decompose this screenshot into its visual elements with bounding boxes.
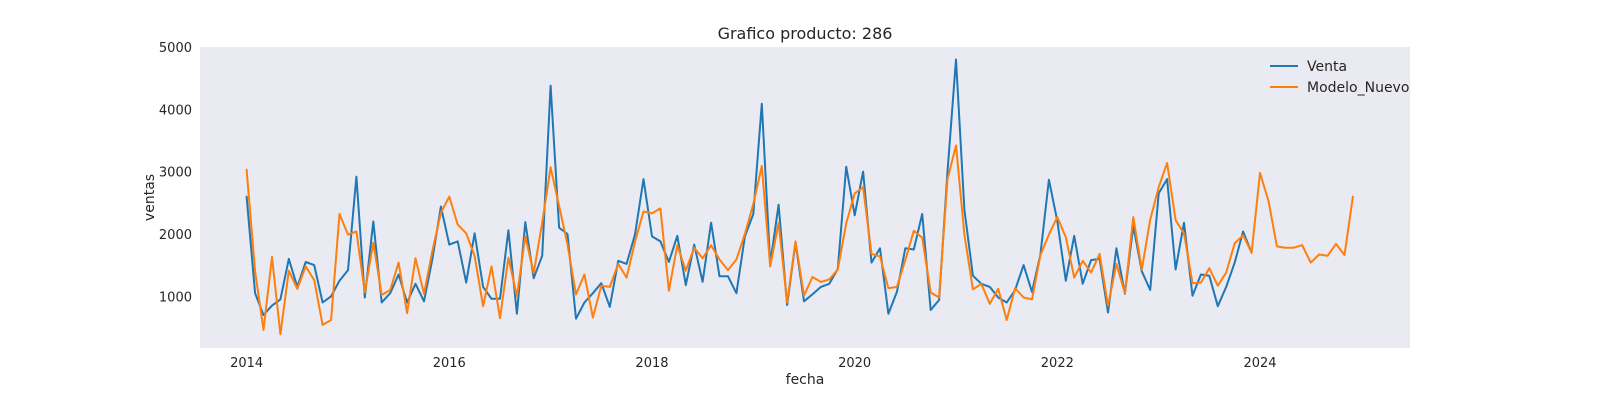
y-tick-label: 1000 — [159, 290, 192, 305]
series-layer — [245, 58, 1354, 336]
x-tick-label: 2016 — [433, 356, 466, 371]
series-line-venta — [245, 58, 1253, 320]
y-tick-label: 4000 — [159, 103, 192, 118]
y-tick-label: 2000 — [159, 228, 192, 243]
legend: Venta Modelo_Nuevo — [1270, 59, 1409, 96]
legend-label: Venta — [1307, 59, 1347, 75]
y-tick-label: 5000 — [159, 41, 192, 56]
y-tick-label: 3000 — [159, 166, 192, 181]
x-tick-label: 2018 — [635, 356, 668, 371]
legend-label: Modelo_Nuevo — [1307, 80, 1409, 96]
x-tick-label: 2024 — [1243, 356, 1276, 371]
series-line-modelo-nuevo — [245, 144, 1354, 336]
x-tick-label: 2014 — [230, 356, 263, 371]
y-axis-label: ventas — [142, 174, 158, 221]
x-axis-label: fecha — [786, 372, 825, 388]
x-tick-label: 2022 — [1041, 356, 1074, 371]
y-axis: 1000 2000 3000 4000 5000 — [159, 41, 192, 305]
chart-title: Grafico producto: 286 — [718, 24, 893, 43]
x-tick-label: 2020 — [838, 356, 871, 371]
plot-area — [200, 47, 1410, 348]
x-axis: 2014 2016 2018 2020 2022 2024 — [230, 356, 1276, 371]
